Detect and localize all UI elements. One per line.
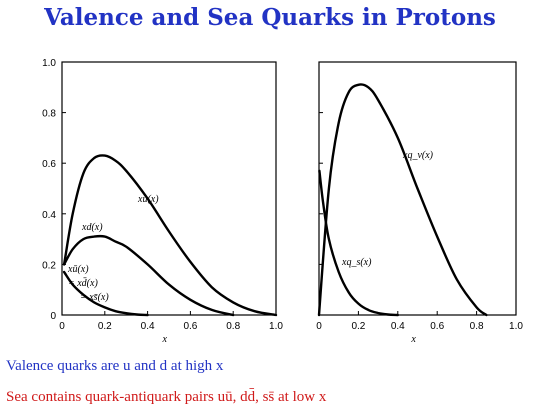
series-curve-1 [62, 234, 235, 317]
series-curve-0 [317, 83, 488, 317]
y-tick-label: 0 [50, 311, 56, 322]
series-curve-0 [62, 154, 278, 317]
plot-frame [318, 61, 517, 316]
x-tick-label: 1.0 [269, 321, 283, 332]
curve-label: = xs̄(x) [80, 292, 109, 303]
x-axis-label: x [161, 334, 167, 345]
curve-label: xd(x) [81, 222, 103, 233]
x-tick-label: 0 [59, 321, 65, 332]
x-tick-label: 0.6 [183, 321, 197, 332]
left-chart: 0 0.2 0.4 0.6 0.8 1.0 x 0 0.2 0.4 0.6 0.8 1.0 xu(x) xd… [42, 58, 283, 345]
series-curve-2 [62, 270, 149, 317]
sea-note: Sea contains quark-antiquark pairs uū, d… [6, 389, 327, 405]
valence-note: Valence quarks are u and d at high x [6, 358, 224, 374]
y-tick-label: 1.0 [42, 58, 56, 69]
x-tick-label: 0.8 [470, 321, 484, 332]
x-tick-label: 1.0 [509, 321, 523, 332]
x-axis-label: x [410, 334, 416, 345]
series-curve-1 [318, 169, 399, 317]
curve-label: xq_v(x) [402, 150, 434, 161]
y-tick-label: 0.6 [42, 159, 56, 170]
x-tick-label: 0.6 [430, 321, 444, 332]
curve-label: xū(x) [67, 264, 89, 275]
x-tick-label: 0.4 [391, 321, 405, 332]
x-tick-label: 0 [316, 321, 322, 332]
plot-frame [61, 61, 277, 316]
x-tick-label: 0.4 [141, 321, 155, 332]
y-tick-label: 0.2 [42, 260, 56, 271]
y-tick-label: 0.8 [42, 109, 56, 120]
x-tick-label: 0.2 [351, 321, 365, 332]
curve-label: = xd̄(x) [68, 277, 98, 289]
curve-label: xu(x) [137, 194, 159, 205]
x-tick-label: 0.2 [98, 321, 112, 332]
curve-label: xq_s(x) [341, 257, 372, 268]
slide-title: Valence and Sea Quarks in Protons [44, 4, 496, 31]
x-tick-label: 0.8 [226, 321, 240, 332]
right-chart: 0 0.2 0.4 0.6 0.8 1.0 x xq_v(x) xq_s(x) [316, 61, 523, 345]
y-tick-label: 0.4 [42, 210, 56, 221]
